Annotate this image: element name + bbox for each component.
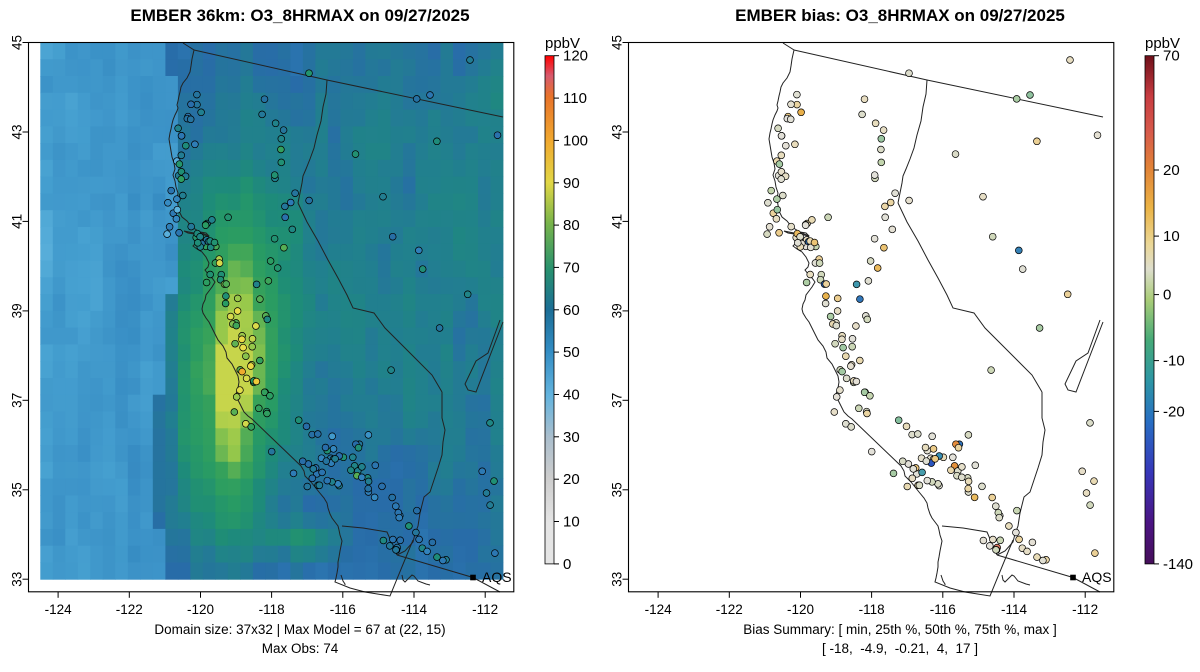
svg-text:-122: -122 [116,602,143,617]
svg-text:-124: -124 [645,602,673,617]
svg-text:-10: -10 [1163,353,1185,370]
svg-text:-116: -116 [330,602,356,617]
svg-text:39: 39 [10,303,25,318]
svg-text:33: 33 [10,572,25,587]
svg-text:-114: -114 [1001,602,1028,617]
svg-text:10: 10 [563,514,580,531]
svg-text:41: 41 [10,214,25,229]
svg-text:-20: -20 [1163,403,1185,420]
svg-text:70: 70 [563,259,580,276]
svg-text:10: 10 [1163,228,1180,245]
svg-text:43: 43 [610,124,625,139]
svg-text:-112: -112 [1072,602,1098,617]
svg-text:40: 40 [563,387,580,404]
svg-text:-116: -116 [930,602,956,617]
svg-text:37: 37 [610,393,625,408]
svg-text:0: 0 [563,556,571,573]
svg-text:-114: -114 [401,602,428,617]
svg-text:110: 110 [563,90,587,107]
svg-text:ppbV: ppbV [545,35,580,52]
svg-text:20: 20 [563,471,580,488]
svg-text:-118: -118 [859,602,885,617]
svg-text:45: 45 [10,35,25,50]
svg-text:20: 20 [1163,162,1180,179]
svg-text:100: 100 [563,132,588,149]
svg-text:-120: -120 [187,602,214,617]
svg-text:-120: -120 [787,602,814,617]
svg-text:-140: -140 [1163,556,1193,573]
svg-text:80: 80 [563,217,580,234]
svg-text:39: 39 [610,303,625,318]
svg-text:90: 90 [563,175,580,192]
svg-text:0: 0 [1163,287,1171,304]
svg-text:-124: -124 [45,602,73,617]
svg-text:ppbV: ppbV [1145,35,1180,52]
svg-text:35: 35 [10,482,25,497]
svg-text:50: 50 [563,344,580,361]
svg-text:-122: -122 [716,602,743,617]
svg-text:AQS: AQS [1082,569,1112,585]
svg-text:45: 45 [610,35,625,50]
svg-text:37: 37 [10,393,25,408]
svg-text:43: 43 [10,124,25,139]
svg-text:AQS: AQS [482,569,512,585]
svg-text:60: 60 [563,302,580,319]
svg-text:-112: -112 [472,602,498,617]
svg-text:30: 30 [563,429,580,446]
svg-text:35: 35 [610,482,625,497]
svg-text:41: 41 [610,214,625,229]
svg-text:33: 33 [610,572,625,587]
svg-text:-118: -118 [259,602,285,617]
